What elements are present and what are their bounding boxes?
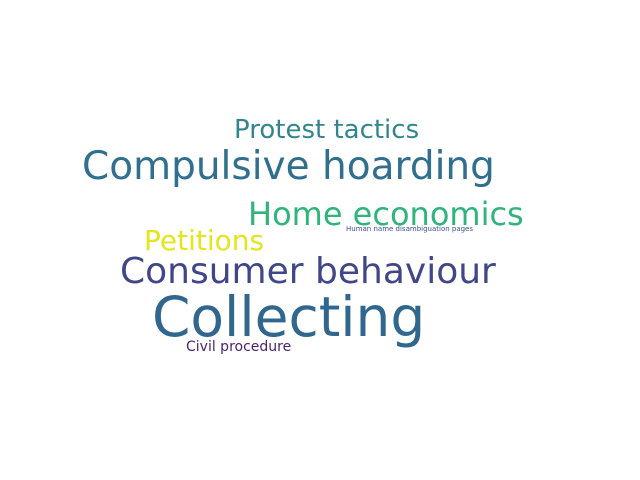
word-human-name-disambiguation-pages: Human name disambiguation pages: [346, 225, 474, 233]
word-consumer-behaviour: Consumer behaviour: [120, 251, 496, 292]
word-home-economics: Home economics: [248, 195, 524, 233]
word-collecting: Collecting: [152, 285, 426, 349]
word-protest-tactics: Protest tactics: [234, 115, 420, 145]
word-compulsive-hoarding: Compulsive hoarding: [82, 144, 495, 189]
word-civil-procedure: Civil procedure: [186, 339, 292, 355]
word-petitions: Petitions: [144, 224, 265, 257]
